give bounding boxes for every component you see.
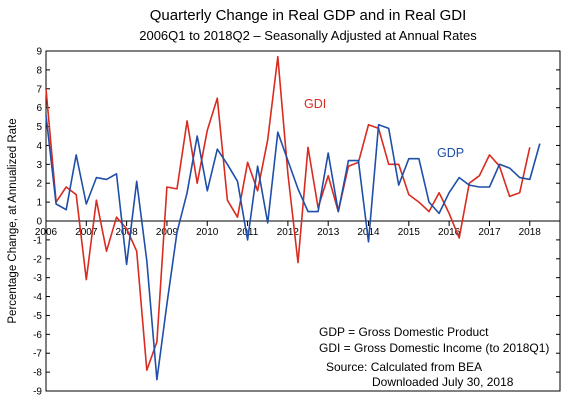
y-tick-label: 2 [36,179,42,190]
y-tick-label: 4 [36,141,42,152]
series-label-gdi: GDI [304,97,326,111]
x-tick-label: 2007 [75,227,98,238]
y-tick-label: 7 [36,84,42,95]
x-tick-label: 2012 [277,227,300,238]
y-tick-label: 5 [36,122,42,133]
y-tick-label: 0 [36,217,42,228]
x-tick-label: 2006 [35,227,58,238]
annotation-source: Source: Calculated from BEA [326,360,482,374]
y-tick-label: 8 [36,65,42,76]
x-tick-label: 2011 [237,227,259,238]
y-tick-label: -8 [33,368,42,379]
chart-title: Quarterly Change in Real GDP and in Real… [150,7,467,24]
y-tick-label: 6 [36,103,42,114]
series-line-gdp [45,115,541,381]
series-layer [45,55,541,381]
y-tick-label: 3 [36,160,42,171]
y-tick-label: 1 [36,198,42,209]
x-tick-label: 2008 [116,227,139,238]
x-tick-label: 2010 [196,227,219,238]
y-tick-label: -3 [33,273,42,284]
annotation-gdp: GDP = Gross Domestic Product [319,325,489,339]
y-tick-label: -6 [33,330,42,341]
annotation-downloaded: Downloaded July 30, 2018 [372,375,514,389]
y-tick-label: -5 [33,311,42,322]
y-tick-label: -7 [33,349,42,360]
x-tick-label: 2016 [438,227,461,238]
y-tick-label: -2 [33,254,42,265]
x-tick-label: 2018 [519,227,542,238]
x-tick-label: 2017 [478,227,501,238]
y-tick-label: 9 [36,47,42,58]
annotation-gdi: GDI = Gross Domestic Income (to 2018Q1) [319,341,549,355]
y-tick-label: -4 [33,292,42,303]
y-axis-label: Percentage Change, at Annualized Rate [7,118,19,323]
x-tick-label: 2013 [317,227,340,238]
y-tick-label: -1 [33,235,42,246]
series-label-gdp: GDP [437,146,464,160]
x-tick-label: 2009 [156,227,179,238]
series-line-gdi [45,55,531,372]
chart-subtitle: 2006Q1 to 2018Q2 – Seasonally Adjusted a… [139,28,477,43]
y-tick-label: -9 [33,387,42,398]
x-tick-label: 2015 [398,227,421,238]
